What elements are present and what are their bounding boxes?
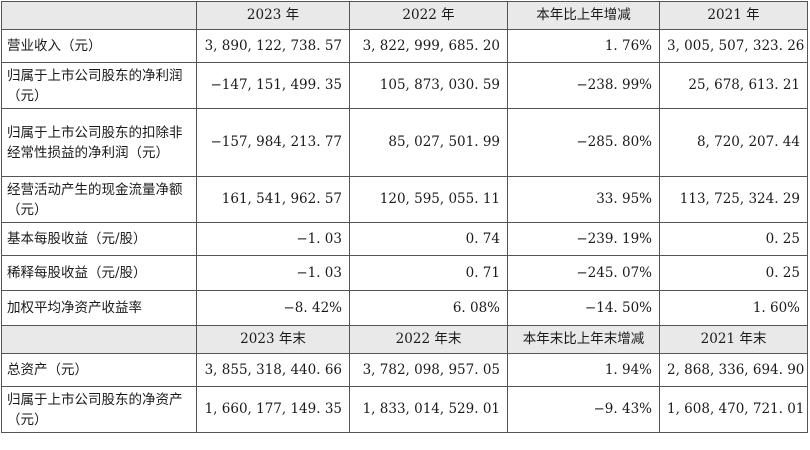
table-row: 总资产（元） 3, 855, 318, 440. 66 3, 782, 098,… xyxy=(1,353,808,387)
financial-indicators-table: 2023 年 2022 年 本年比上年增减 2021 年 营业收入（元） 3, … xyxy=(1,1,808,433)
value-change: −285. 80% xyxy=(507,108,660,177)
value-2022: 1, 833, 014, 529. 01 xyxy=(349,386,508,433)
value-2021: 0. 25 xyxy=(659,255,808,291)
row-label: 归属于上市公司股东的净资产（元） xyxy=(1,386,197,433)
table-row: 基本每股收益（元/股） −1. 03 0. 74 −239. 19% 0. 25 xyxy=(1,222,808,256)
value-change: −14. 50% xyxy=(507,290,660,326)
value-2023: −157, 984, 213. 77 xyxy=(196,108,350,177)
value-change: −239. 19% xyxy=(507,222,660,256)
header-cell-2022-end: 2022 年末 xyxy=(349,325,508,354)
value-2023: −147, 151, 499. 35 xyxy=(196,62,350,109)
table-row: 加权平均净资产收益率 −8. 42% 6. 08% −14. 50% 1. 60… xyxy=(1,290,808,326)
header-cell-blank xyxy=(1,1,197,30)
value-2023: 1, 660, 177, 149. 35 xyxy=(196,386,350,433)
row-label: 加权平均净资产收益率 xyxy=(1,290,197,326)
value-2022: 120, 595, 055. 11 xyxy=(349,176,508,223)
table-row: 归属于上市公司股东的净资产（元） 1, 660, 177, 149. 35 1,… xyxy=(1,386,808,433)
value-change: 1. 94% xyxy=(507,353,660,387)
value-change: 33. 95% xyxy=(507,176,660,223)
value-2021: 8, 720, 207. 44 xyxy=(659,108,808,177)
value-2023: −8. 42% xyxy=(196,290,350,326)
table-row: 稀释每股收益（元/股） −1. 03 0. 71 −245. 07% 0. 25 xyxy=(1,255,808,291)
row-label: 归属于上市公司股东的净利润（元） xyxy=(1,62,197,109)
header-cell-2021-end: 2021 年末 xyxy=(659,325,808,354)
table-row: 归属于上市公司股东的扣除非经常性损益的净利润（元） −157, 984, 213… xyxy=(1,108,808,177)
header-row-year-end: 2023 年末 2022 年末 本年末比上年末增减 2021 年末 xyxy=(1,325,808,354)
value-2022: 0. 71 xyxy=(349,255,508,291)
value-2021: 1. 60% xyxy=(659,290,808,326)
header-cell-2021: 2021 年 xyxy=(659,1,808,30)
value-2021: 0. 25 xyxy=(659,222,808,256)
value-2022: 3, 782, 098, 957. 05 xyxy=(349,353,508,387)
value-2023: 3, 855, 318, 440. 66 xyxy=(196,353,350,387)
header-row-annual: 2023 年 2022 年 本年比上年增减 2021 年 xyxy=(1,1,808,30)
row-label: 基本每股收益（元/股） xyxy=(1,222,197,256)
value-2021: 3, 005, 507, 323. 26 xyxy=(659,29,808,63)
value-change: −9. 43% xyxy=(507,386,660,433)
value-2021: 25, 678, 613. 21 xyxy=(659,62,808,109)
header-cell-2023: 2023 年 xyxy=(196,1,350,30)
header-cell-change: 本年比上年增减 xyxy=(507,1,660,30)
value-2021: 113, 725, 324. 29 xyxy=(659,176,808,223)
value-2022: 3, 822, 999, 685. 20 xyxy=(349,29,508,63)
value-2022: 0. 74 xyxy=(349,222,508,256)
table-row: 归属于上市公司股东的净利润（元） −147, 151, 499. 35 105,… xyxy=(1,62,808,109)
header-cell-blank xyxy=(1,325,197,354)
row-label: 总资产（元） xyxy=(1,353,197,387)
value-change: −238. 99% xyxy=(507,62,660,109)
value-2021: 1, 608, 470, 721. 01 xyxy=(659,386,808,433)
value-2023: −1. 03 xyxy=(196,222,350,256)
value-2022: 6. 08% xyxy=(349,290,508,326)
value-2022: 105, 873, 030. 59 xyxy=(349,62,508,109)
table-row: 营业收入（元） 3, 890, 122, 738. 57 3, 822, 999… xyxy=(1,29,808,63)
table-row: 经营活动产生的现金流量净额（元） 161, 541, 962. 57 120, … xyxy=(1,176,808,223)
value-2022: 85, 027, 501. 99 xyxy=(349,108,508,177)
value-2021: 2, 868, 336, 694. 90 xyxy=(659,353,808,387)
row-label: 经营活动产生的现金流量净额（元） xyxy=(1,176,197,223)
value-2023: 3, 890, 122, 738. 57 xyxy=(196,29,350,63)
value-change: 1. 76% xyxy=(507,29,660,63)
value-2023: 161, 541, 962. 57 xyxy=(196,176,350,223)
header-cell-2022: 2022 年 xyxy=(349,1,508,30)
header-cell-2023-end: 2023 年末 xyxy=(196,325,350,354)
row-label: 归属于上市公司股东的扣除非经常性损益的净利润（元） xyxy=(1,108,197,177)
value-2023: −1. 03 xyxy=(196,255,350,291)
value-change: −245. 07% xyxy=(507,255,660,291)
row-label: 稀释每股收益（元/股） xyxy=(1,255,197,291)
header-cell-change-end: 本年末比上年末增减 xyxy=(507,325,660,354)
row-label: 营业收入（元） xyxy=(1,29,197,63)
